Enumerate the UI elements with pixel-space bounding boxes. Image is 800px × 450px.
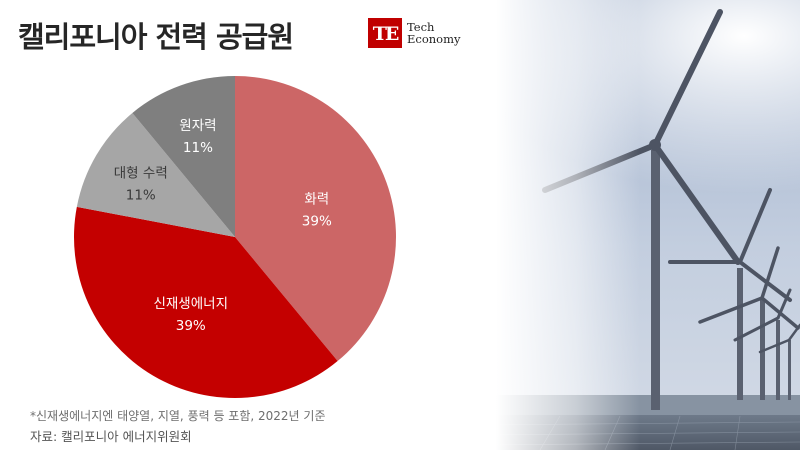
slice-label-1: 신재생에너지 xyxy=(153,296,228,312)
slice-label-3: 원자력 xyxy=(179,118,216,134)
footnote: *신재생에너지엔 태양열, 지열, 풍력 등 포함, 2022년 기준 xyxy=(30,409,326,423)
svg-text:TE: TE xyxy=(373,23,399,45)
slice-value-3: 11% xyxy=(183,140,213,156)
pie-slice-2 xyxy=(76,112,236,237)
logo-line-tech: Tech xyxy=(407,20,435,34)
page-title: 캘리포니아 전력 공급원 xyxy=(18,20,294,54)
slice-label-0: 화력 xyxy=(304,192,329,208)
slice-value-1: 39% xyxy=(176,318,206,334)
slice-label-2: 대형 수력 xyxy=(114,165,168,181)
slice-value-2: 11% xyxy=(126,187,156,203)
pie-slice-1 xyxy=(73,206,338,399)
source-note: 자료: 캘리포니아 에너지위원회 xyxy=(30,429,192,444)
slice-value-0: 39% xyxy=(302,214,332,230)
pie-slice-0 xyxy=(235,76,397,362)
te-logo-icon: TE xyxy=(368,18,402,48)
tech-economy-logo: TE Tech Economy xyxy=(368,18,461,48)
logo-wordmark: Tech Economy xyxy=(407,21,461,45)
pie-slice-3 xyxy=(132,76,235,237)
logo-line-economy: Economy xyxy=(407,32,461,46)
